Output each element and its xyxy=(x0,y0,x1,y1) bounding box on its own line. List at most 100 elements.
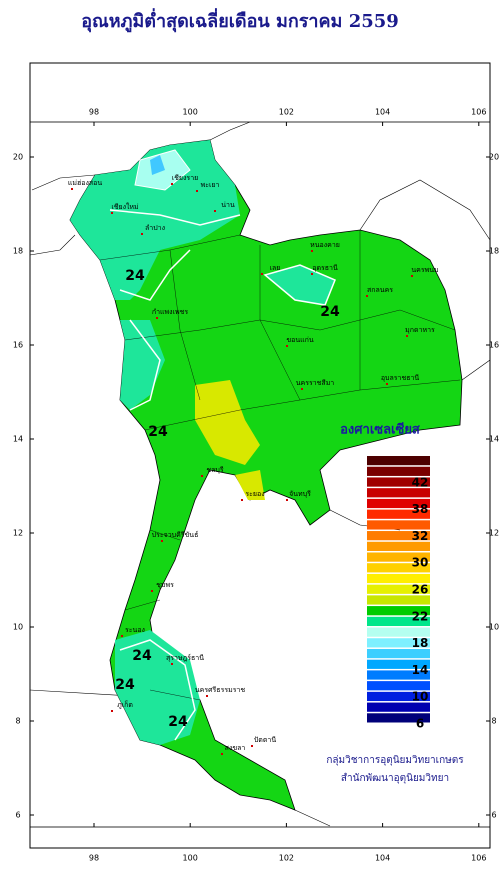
province-label: ชุมพร xyxy=(156,581,174,589)
legend-label: 22 xyxy=(412,609,429,623)
legend-swatch xyxy=(367,681,430,691)
legend-swatch xyxy=(367,627,430,637)
province-dot xyxy=(71,188,73,190)
province-dot xyxy=(286,345,288,347)
credit-line: กลุ่มวิชาการอุตุนิยมวิทยาเกษตร xyxy=(326,755,464,766)
legend-label: 38 xyxy=(412,502,429,516)
contours xyxy=(109,209,241,741)
warm-zone-east xyxy=(235,470,265,500)
legend-swatch xyxy=(367,638,430,648)
lat-tick-label: 16 xyxy=(13,341,23,350)
lat-tick-label: 6 xyxy=(15,811,20,820)
lon-tick-label: 100 xyxy=(183,108,198,117)
lon-tick-label: 106 xyxy=(471,108,486,117)
lat-tick-label: 14 xyxy=(489,435,499,444)
lat-tick-label: 8 xyxy=(491,717,496,726)
province-label: น่าน xyxy=(221,201,235,209)
province-dot xyxy=(386,383,388,385)
legend-swatch xyxy=(367,606,430,616)
province-dot xyxy=(366,295,368,297)
lat-tick-label: 12 xyxy=(13,529,23,538)
province-dot xyxy=(121,635,123,637)
lat-tick-label: 6 xyxy=(491,811,496,820)
legend-label: 32 xyxy=(412,529,429,543)
contour-label: 24 xyxy=(125,268,145,284)
province-lines xyxy=(99,230,461,701)
province-label: นครราชสีมา xyxy=(296,379,335,387)
lat-tick-label: 20 xyxy=(489,153,499,162)
lon-tick-label: 100 xyxy=(183,854,198,863)
legend-label: 26 xyxy=(412,583,429,597)
province-label: ภูเก็ต xyxy=(117,700,133,709)
thailand xyxy=(69,139,463,811)
province-dot xyxy=(311,273,313,275)
province-dot xyxy=(111,710,113,712)
province-label: กำแพงเพชร xyxy=(152,308,188,316)
cool-zone-northeast xyxy=(263,264,336,306)
contour-label: 24 xyxy=(148,424,168,440)
province-label: หนองคาย xyxy=(310,241,340,249)
legend-swatch xyxy=(367,488,430,498)
province-label: อุบลราชธานี xyxy=(381,374,420,382)
neighbor-lines xyxy=(29,121,491,827)
contour-label: 24 xyxy=(132,648,152,664)
neighbor-borders xyxy=(29,121,491,827)
province-label: สกลนคร xyxy=(367,286,393,294)
legend-swatch xyxy=(367,456,430,466)
contour-label: 24 xyxy=(320,304,340,320)
province-dot xyxy=(311,250,313,252)
province-label: ประจวบคีรีขันธ์ xyxy=(152,531,199,539)
legend-label: 18 xyxy=(412,636,429,650)
legend-swatch xyxy=(367,498,430,509)
legend-swatch xyxy=(367,531,430,541)
province-dot xyxy=(171,663,173,665)
warm-zone-central xyxy=(195,380,260,465)
province-dot xyxy=(241,499,243,501)
province-label: อุดรธานี xyxy=(312,264,338,272)
legend-swatch xyxy=(367,584,430,594)
contour-lines xyxy=(109,209,241,741)
province-label: ระยอง xyxy=(245,490,264,498)
legend-swatch xyxy=(367,520,430,530)
legend-swatch xyxy=(367,552,430,562)
color-legend: 42 38 32 30 26 22 18 14 10 6 xyxy=(367,456,430,731)
lon-tick-label: 98 xyxy=(89,854,99,863)
lat-tick-label: 20 xyxy=(13,153,23,162)
province-label: เลย xyxy=(270,264,281,272)
legend-swatch xyxy=(367,541,430,551)
unit-label: องศาเซลเซียส xyxy=(340,422,420,438)
legend-label: 42 xyxy=(412,475,429,489)
province-dot xyxy=(406,335,408,337)
province-label: ระนอง xyxy=(125,626,145,634)
province-label: มุกดาหาร xyxy=(405,326,435,334)
province-dot xyxy=(251,745,253,747)
lon-tick-label: 98 xyxy=(89,108,99,117)
legend-swatch xyxy=(367,466,430,476)
legend-swatch xyxy=(367,670,430,680)
province-label: จันทบุรี xyxy=(289,490,311,498)
lon-tick-label: 104 xyxy=(375,854,390,863)
plot-frame xyxy=(29,121,491,828)
legend-swatch xyxy=(367,691,430,702)
province-dot xyxy=(161,540,163,542)
cool-zone-north xyxy=(70,140,240,300)
lat-tick-label: 18 xyxy=(13,247,23,256)
province-label: ชลบุรี xyxy=(206,466,223,474)
province-dot xyxy=(171,183,173,185)
legend-swatch xyxy=(367,595,430,605)
province-dot xyxy=(411,275,413,277)
lat-tick-label: 16 xyxy=(489,341,499,350)
province-label: สุราษฎร์ธานี xyxy=(166,654,204,662)
lon-tick-label: 102 xyxy=(279,854,294,863)
lat-tick-label: 10 xyxy=(13,623,23,632)
legend-swatch xyxy=(367,509,430,519)
legend-swatch xyxy=(367,648,430,659)
province-label: ลำปาง xyxy=(145,224,165,232)
lat-tick-label: 18 xyxy=(489,247,499,256)
province-dot xyxy=(214,210,216,212)
province-dot xyxy=(286,499,288,501)
province-label: พะเยา xyxy=(201,181,220,189)
province-label: เชียงราย xyxy=(172,174,198,182)
coldest-zone xyxy=(150,155,165,175)
